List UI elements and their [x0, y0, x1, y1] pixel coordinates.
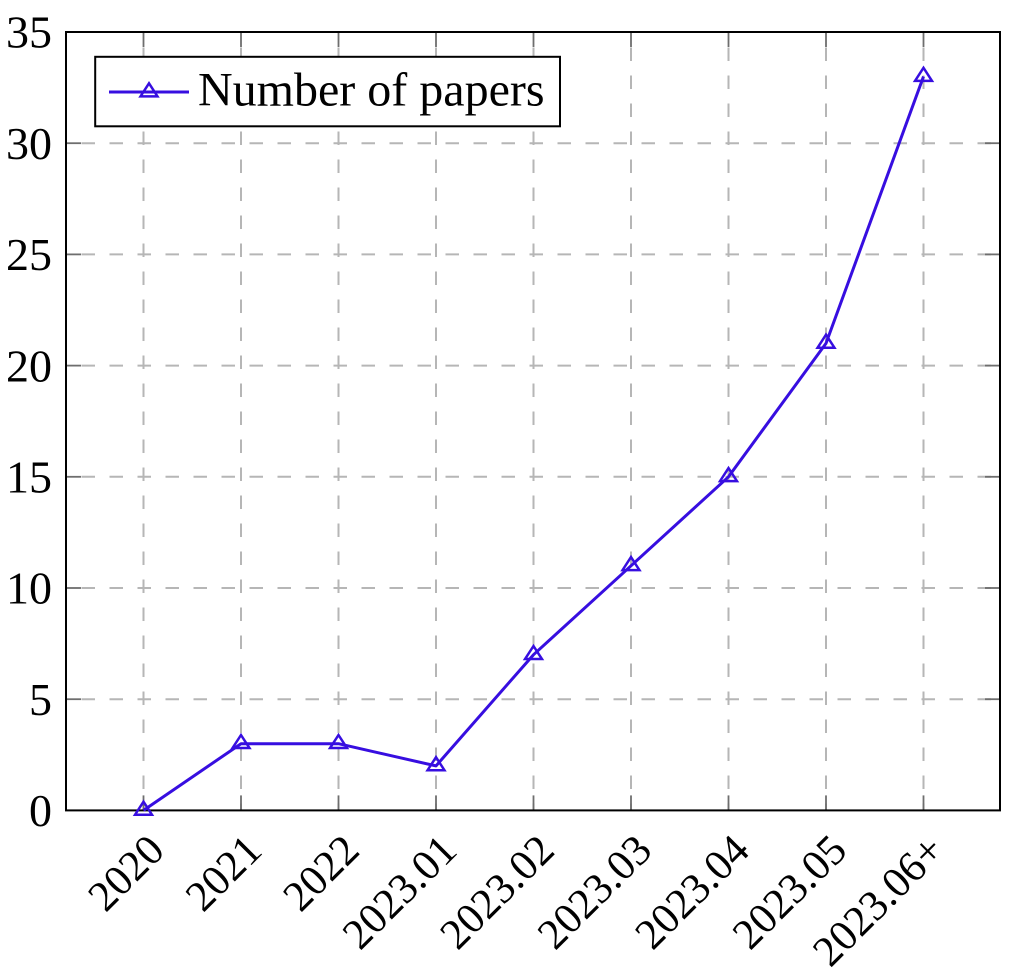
svg-text:10: 10 — [6, 563, 52, 614]
svg-text:20: 20 — [6, 340, 52, 391]
svg-text:35: 35 — [6, 7, 52, 58]
svg-text:25: 25 — [6, 229, 52, 280]
svg-text:Number of papers: Number of papers — [198, 64, 545, 117]
svg-text:15: 15 — [6, 452, 52, 503]
svg-text:5: 5 — [29, 674, 52, 725]
svg-text:0: 0 — [29, 785, 52, 836]
svg-text:30: 30 — [6, 118, 52, 169]
